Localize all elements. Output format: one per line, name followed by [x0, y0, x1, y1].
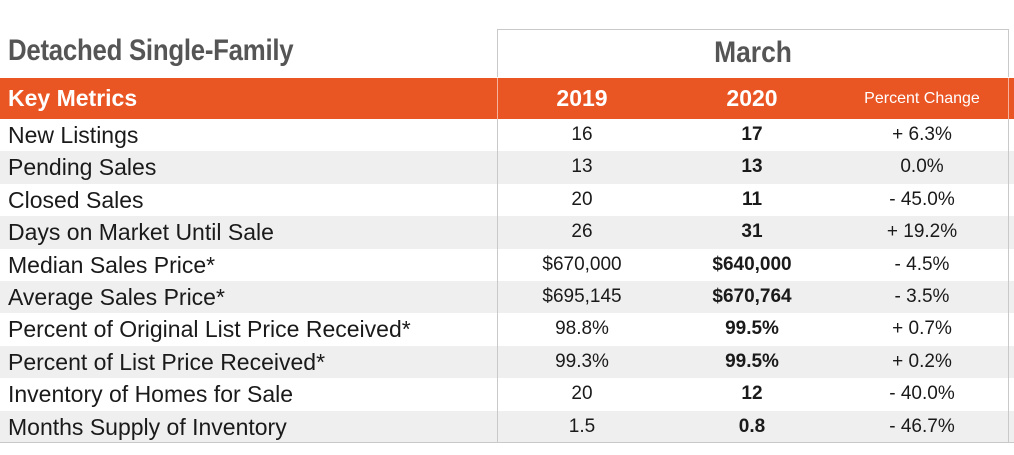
column-divider: [1008, 119, 1009, 443]
header-divider: [1008, 78, 1009, 119]
header-year-2019: 2019: [556, 85, 608, 111]
metric-label: Median Sales Price*: [8, 251, 216, 278]
table-row: Days on Market Until Sale 26 31 + 19.2%: [0, 216, 1014, 249]
metric-label: Inventory of Homes for Sale: [8, 381, 294, 408]
table-row: Inventory of Homes for Sale 20 12 - 40.0…: [0, 378, 1014, 410]
table-row: Median Sales Price* $670,000 $640,000 - …: [0, 249, 1014, 281]
value-2020: 99.5%: [725, 350, 779, 372]
metric-label: Percent of Original List Price Received*: [8, 316, 411, 343]
header-divider: [497, 78, 498, 119]
value-2019: $670,000: [542, 253, 622, 275]
value-2020: 11: [741, 188, 763, 210]
header-bar: Key Metrics 2019 2020 Percent Change: [0, 78, 1014, 119]
table-row: Percent of List Price Received* 99.3% 99…: [0, 345, 1014, 379]
value-2020: 31: [741, 221, 763, 243]
column-divider: [497, 119, 498, 443]
table-row: New Listings 16 17 + 6.3%: [0, 119, 1014, 151]
metric-label: New Listings: [8, 122, 139, 148]
metric-label: Pending Sales: [8, 154, 157, 181]
table-row: Average Sales Price* $695,145 $670,764 -…: [0, 280, 1014, 314]
metric-label: Closed Sales: [8, 186, 144, 213]
value-2020: 0.8: [738, 415, 766, 437]
value-2020: 17: [741, 124, 763, 145]
table-row: Closed Sales 20 11 - 45.0%: [0, 184, 1014, 216]
header-key-metrics: Key Metrics: [8, 85, 138, 111]
table-title: Detached Single-Family: [8, 34, 294, 67]
value-2019: 13: [571, 156, 593, 178]
value-2020: $640,000: [712, 253, 792, 275]
percent-change: - 45.0%: [889, 188, 955, 210]
value-2019: 1.5: [568, 415, 596, 437]
percent-change: + 19.2%: [886, 221, 958, 243]
metric-label: Months Supply of Inventory: [8, 413, 287, 440]
value-2020: 99.5%: [725, 318, 779, 340]
table-bottom-border: [0, 442, 1014, 443]
metric-label: Days on Market Until Sale: [8, 219, 274, 246]
value-2019: $695,145: [542, 285, 622, 307]
percent-change: - 46.7%: [889, 415, 955, 437]
value-2019: 20: [571, 188, 593, 210]
value-2020: 13: [741, 156, 763, 178]
table-row: Pending Sales 13 13 0.0%: [0, 151, 1014, 184]
metrics-table: New Listings 16 17 + 6.3% Pending Sales …: [0, 119, 1014, 443]
value-2020: 12: [741, 383, 763, 405]
percent-change: - 3.5%: [894, 285, 950, 307]
value-2020: $670,764: [712, 285, 792, 307]
percent-change: 0.0%: [900, 156, 944, 178]
value-2019: 26: [571, 221, 593, 243]
header-year-2020: 2020: [726, 85, 778, 111]
percent-change: + 0.2%: [892, 350, 952, 372]
table-row: Months Supply of Inventory 1.5 0.8 - 46.…: [0, 410, 1014, 443]
header-percent-change: Percent Change: [864, 90, 980, 107]
percent-change: + 6.3%: [892, 124, 952, 145]
percent-change: - 40.0%: [889, 383, 955, 405]
percent-change: - 4.5%: [894, 253, 950, 275]
value-2019: 99.3%: [555, 350, 609, 372]
value-2019: 16: [571, 124, 593, 145]
metric-label: Average Sales Price*: [8, 283, 225, 310]
value-2019: 20: [571, 383, 593, 405]
period-header: March: [497, 29, 1009, 77]
percent-change: + 0.7%: [892, 318, 952, 340]
table-row: Percent of Original List Price Received*…: [0, 313, 1014, 345]
value-2019: 98.8%: [555, 318, 609, 340]
period-title: March: [714, 36, 792, 69]
metric-label: Percent of List Price Received*: [8, 348, 326, 375]
